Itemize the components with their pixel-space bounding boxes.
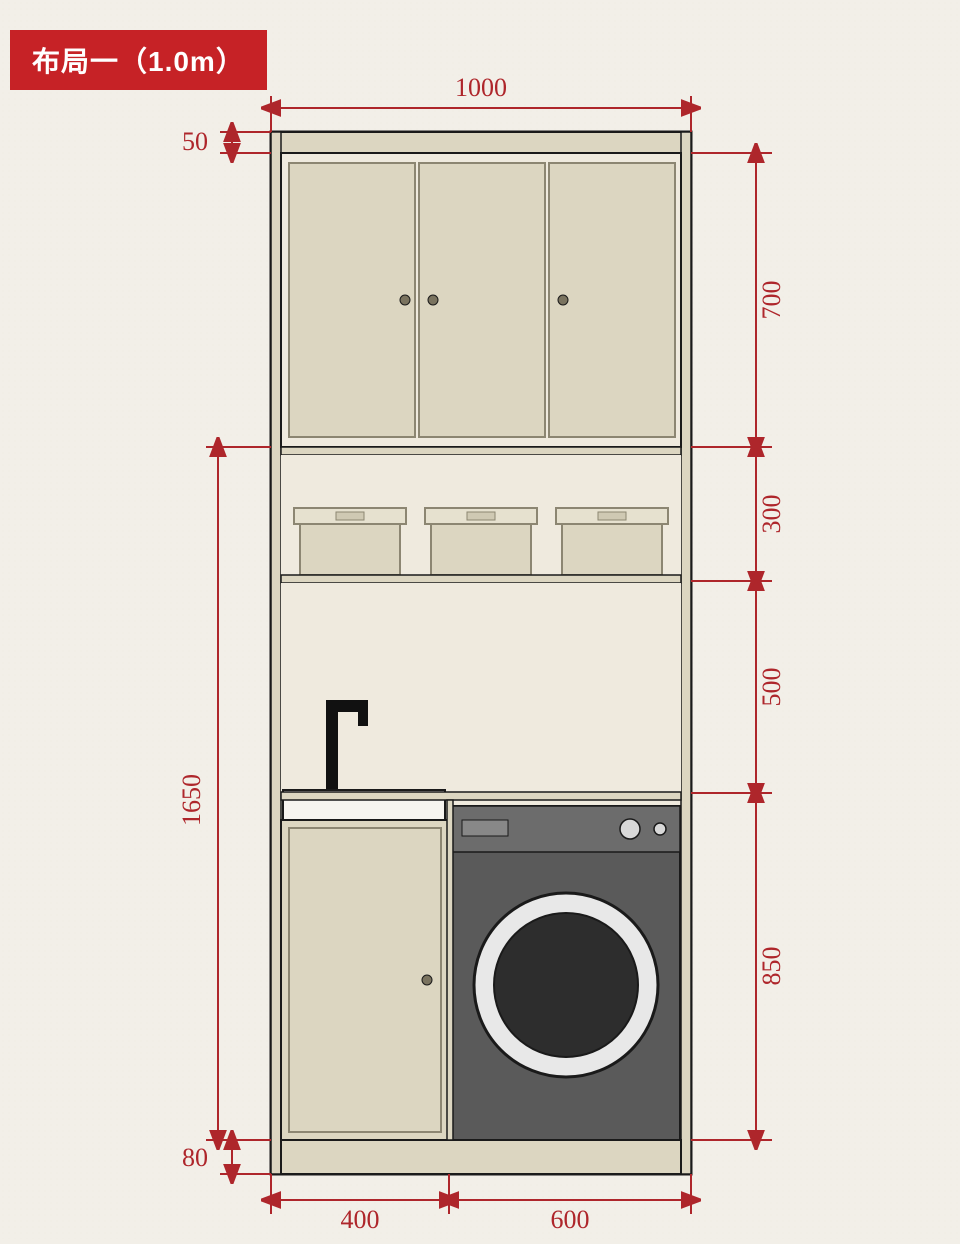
dim-300-text: 300 — [757, 495, 786, 534]
dim-kick-text: 80 — [182, 1143, 208, 1172]
dim-trim-text: 50 — [182, 127, 208, 156]
dim-top-text: 1000 — [455, 73, 507, 102]
washer-button — [654, 823, 666, 835]
box-3 — [556, 508, 668, 575]
cabinet-group — [271, 132, 691, 1174]
dim-1650-text: 1650 — [177, 774, 206, 826]
upper-cabinet — [281, 153, 681, 447]
upper-knob-3 — [558, 295, 568, 305]
upper-knob-2 — [428, 295, 438, 305]
left-side-panel — [271, 132, 281, 1174]
shelf-board — [281, 575, 681, 583]
dim-600-text: 600 — [551, 1205, 590, 1234]
base-left-cabinet — [281, 820, 449, 1140]
box-1 — [294, 508, 406, 575]
dim-400-text: 400 — [341, 1205, 380, 1234]
open-shelf — [281, 455, 681, 583]
washing-machine — [452, 806, 680, 1140]
washer-dial — [620, 819, 640, 839]
dim-500-text: 500 — [757, 668, 786, 707]
upper-knob-1 — [400, 295, 410, 305]
washer-door-glass — [494, 913, 638, 1057]
divider-1 — [281, 447, 681, 455]
dim-700-text: 700 — [757, 281, 786, 320]
countertop — [281, 792, 681, 800]
base-left-door — [289, 828, 441, 1132]
right-side-panel — [681, 132, 691, 1174]
upper-door-1 — [289, 163, 415, 437]
diagram-container: 1000 50 1650 80 700 300 500 850 — [0, 0, 960, 1244]
box-2 — [425, 508, 537, 575]
elevation-svg: 1000 50 1650 80 700 300 500 850 — [0, 0, 960, 1239]
kick-plate — [281, 1140, 681, 1174]
base-left-knob — [422, 975, 432, 985]
counter-open-zone — [281, 583, 681, 793]
washer-detergent-tray — [462, 820, 508, 836]
dim-850-text: 850 — [757, 947, 786, 986]
base-divider — [447, 800, 453, 1140]
top-trim — [271, 132, 691, 153]
